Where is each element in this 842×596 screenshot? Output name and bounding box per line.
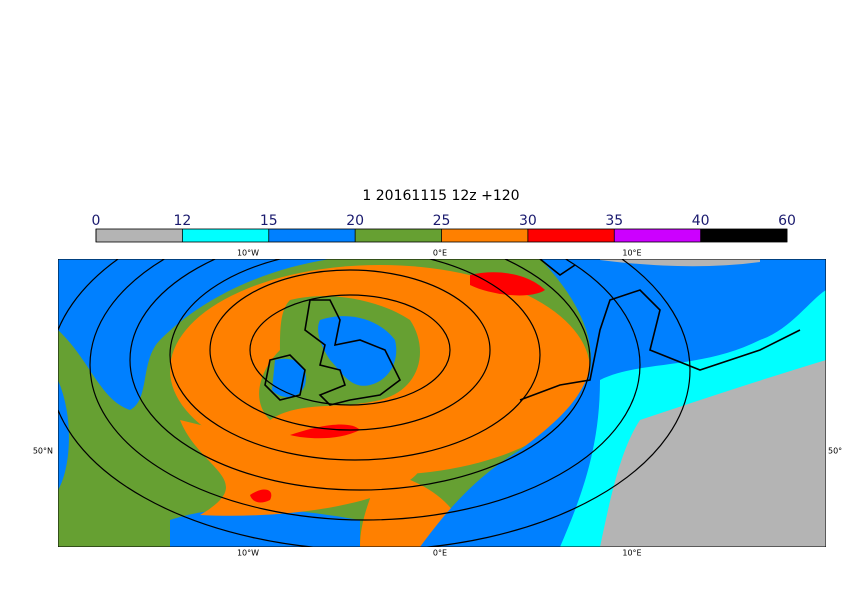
colorbar-segment bbox=[700, 229, 787, 242]
lon-label: 0°E bbox=[433, 549, 447, 558]
colorbar-segment bbox=[527, 229, 615, 242]
colorbar-segment bbox=[268, 229, 356, 242]
colorbar-tick-label: 60 bbox=[778, 213, 796, 229]
colorbar-tick-label: 25 bbox=[433, 213, 451, 229]
lon-label: 10°W bbox=[237, 549, 259, 558]
colorbar-tick-label: 0 bbox=[92, 213, 101, 229]
colorbar-tick-label: 35 bbox=[605, 213, 623, 229]
colorbar-tick-label: 20 bbox=[346, 213, 364, 229]
colorbar-segment bbox=[96, 229, 183, 242]
lat-label: 50°N bbox=[828, 447, 842, 456]
graticule-labels: 10°W 0°E 10°E 10°W 0°E 10°E 50°N 50°N bbox=[33, 249, 842, 558]
colorbar-segment bbox=[441, 229, 528, 242]
colorbar-segment bbox=[614, 229, 701, 242]
colorbar-tick-label: 12 bbox=[173, 213, 191, 229]
colorbar-tick-label: 40 bbox=[692, 213, 710, 229]
colorbar-tick-label: 30 bbox=[519, 213, 537, 229]
lon-label: 10°W bbox=[237, 249, 259, 258]
colorbar-tick-label: 15 bbox=[260, 213, 278, 229]
colorbar-segment bbox=[355, 229, 442, 242]
lon-label: 10°E bbox=[622, 549, 641, 558]
lon-label: 0°E bbox=[433, 249, 447, 258]
lat-label: 50°N bbox=[33, 447, 53, 456]
colorbar-segment bbox=[182, 229, 269, 242]
title: 1 20161115 12z +120 bbox=[362, 188, 519, 204]
map bbox=[58, 259, 826, 547]
lon-label: 10°E bbox=[622, 249, 641, 258]
colorbar: 0 12 15 20 25 30 35 40 60 bbox=[92, 213, 796, 243]
